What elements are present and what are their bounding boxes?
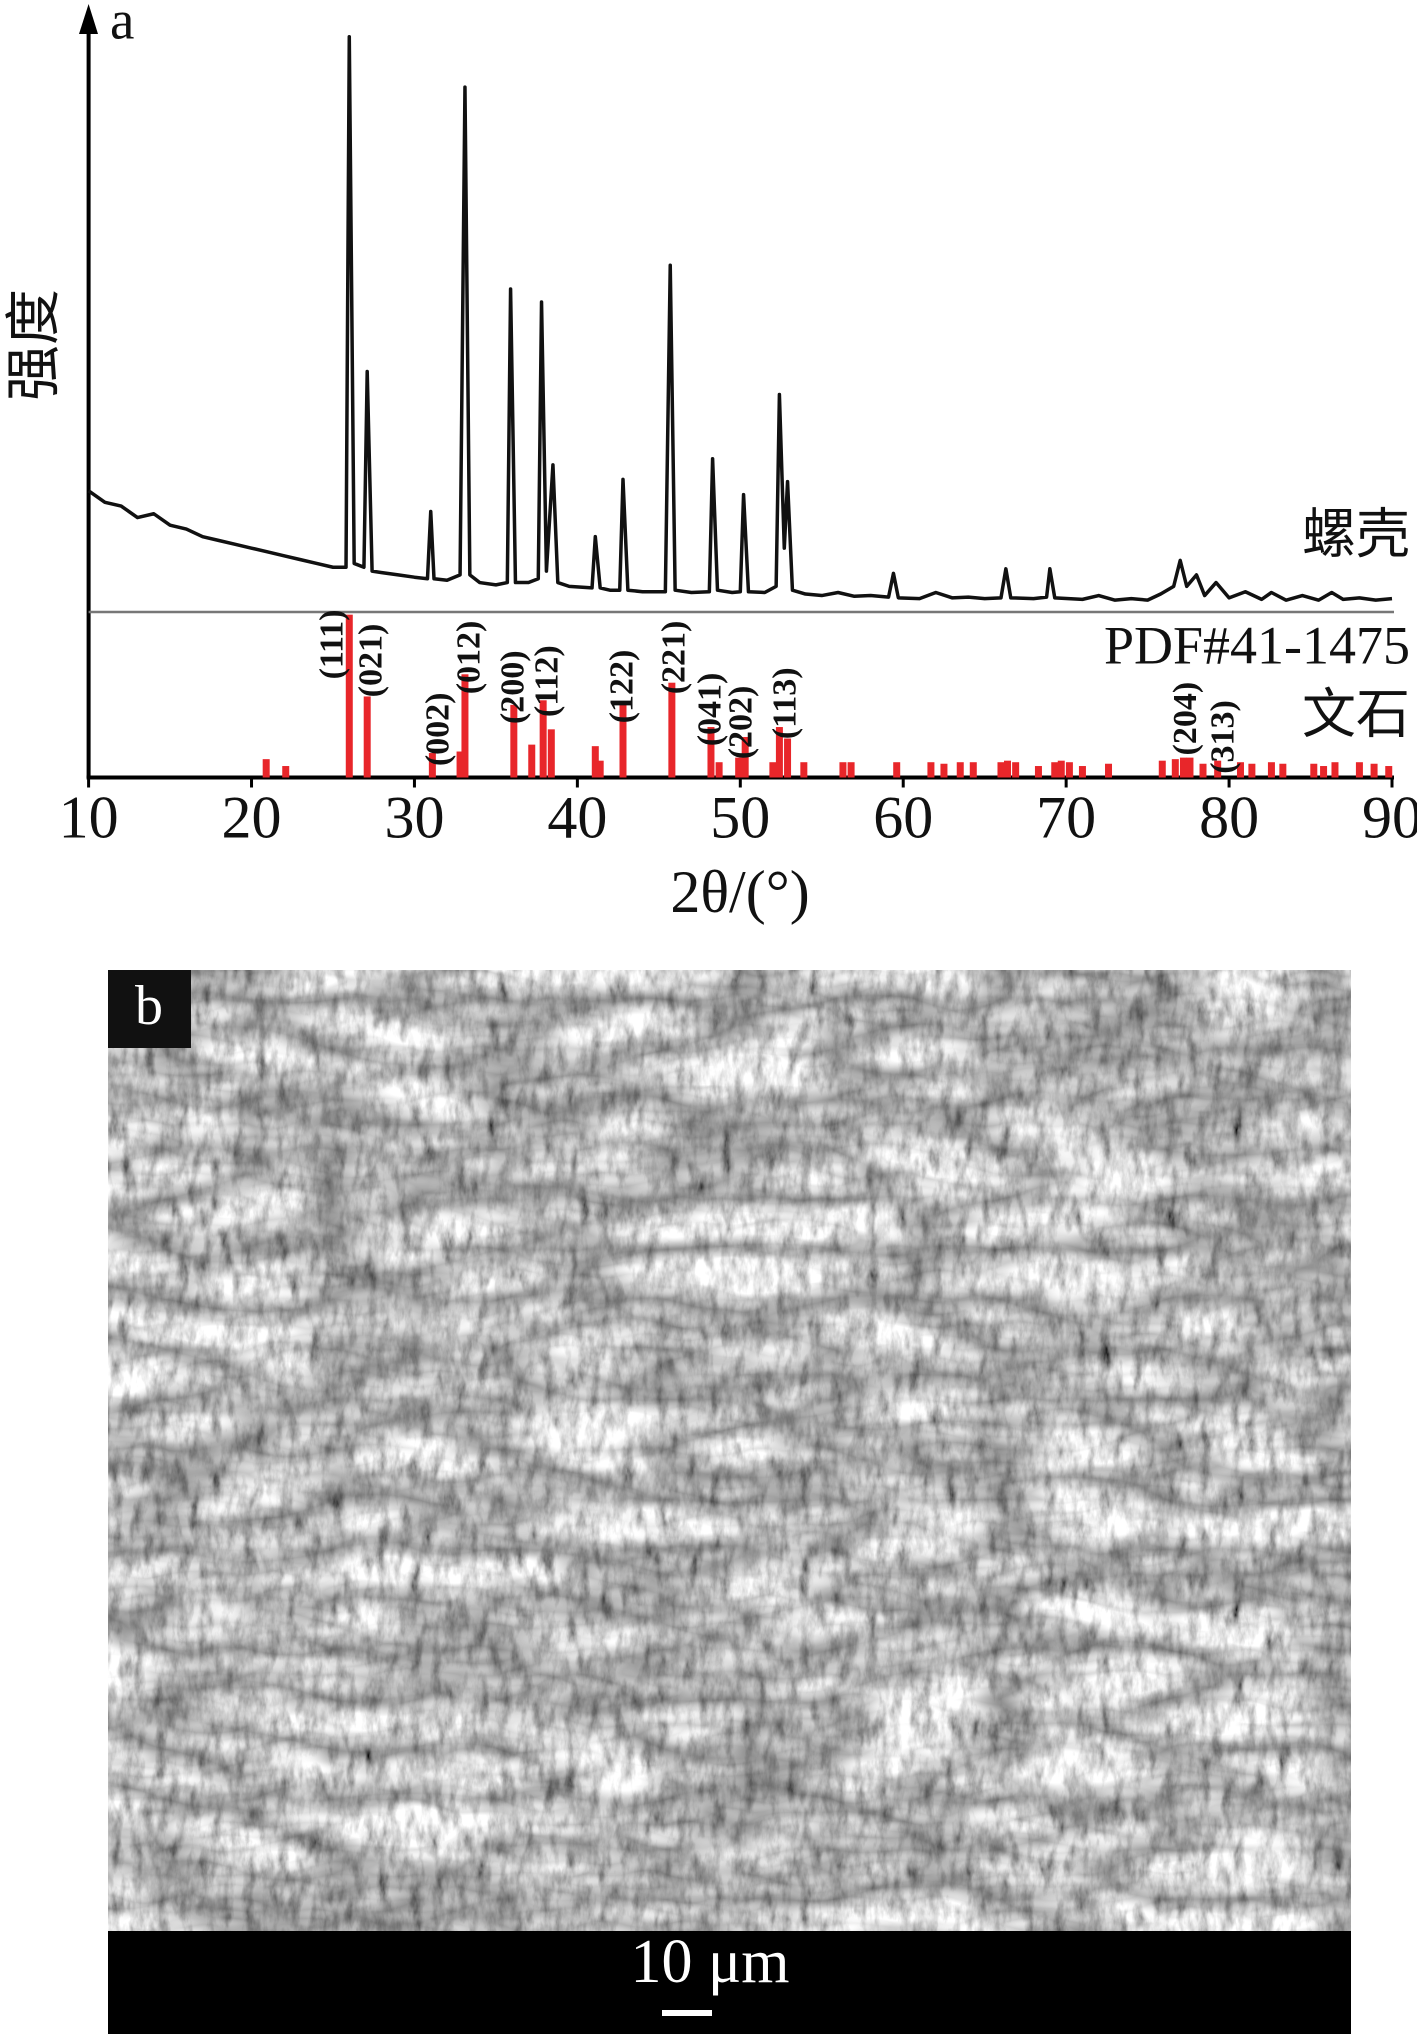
reference-stick — [839, 762, 847, 778]
reference-stick — [1279, 763, 1287, 778]
x-tick-label: 10 — [59, 784, 119, 850]
reference-stick — [1034, 766, 1042, 778]
x-tick-label: 90 — [1362, 784, 1417, 850]
panel-label: a — [110, 0, 134, 51]
x-axis-title: 2θ/(°) — [670, 859, 809, 925]
hkl-label: (112) — [528, 645, 565, 717]
reference-stick — [1057, 760, 1065, 778]
hkl-label: (202) — [722, 686, 759, 760]
reference-stick — [282, 766, 290, 778]
panel-b: b 10 μm — [108, 970, 1351, 2034]
reference-stick — [769, 762, 777, 778]
x-tick-label: 60 — [873, 784, 933, 850]
reference-stick — [1012, 762, 1020, 778]
reference-stick — [847, 762, 855, 778]
reference-stick — [619, 704, 627, 778]
x-tick-label: 70 — [1036, 784, 1096, 850]
hkl-label: (012) — [450, 621, 487, 695]
reference-stick — [1186, 757, 1194, 778]
reference-stick — [1267, 762, 1275, 778]
reference-stick — [1199, 763, 1207, 778]
panel-label-box — [108, 970, 191, 1048]
reference-stick — [997, 762, 1005, 778]
x-tick-label: 40 — [547, 784, 607, 850]
scale-bar-label: 10 μm — [631, 1928, 790, 1996]
reference-stick — [456, 751, 464, 778]
reference-stick — [1236, 762, 1244, 778]
reference-stick — [539, 700, 547, 778]
reference-stick — [1320, 766, 1328, 778]
y-axis-arrow — [79, 4, 98, 34]
reference-stick — [262, 759, 270, 778]
series-label: 螺壳 — [1302, 504, 1410, 564]
reference-stick — [707, 727, 715, 778]
reference-stick — [1051, 762, 1059, 778]
reference-stick — [1331, 762, 1339, 778]
reference-stick — [1171, 759, 1179, 778]
reference-stick — [800, 762, 808, 778]
reference-stick — [668, 682, 676, 778]
reference-stick — [735, 757, 743, 778]
reference-stick — [547, 729, 555, 778]
reference-stick — [363, 696, 371, 778]
hkl-label: (200) — [494, 650, 531, 724]
reference-stick — [741, 736, 749, 778]
reference-stick — [1385, 766, 1393, 778]
panel-label: b — [135, 975, 163, 1037]
reference-stick — [1214, 760, 1222, 778]
hkl-label: (041) — [691, 673, 728, 747]
panel-a: a 强度 2θ/(°) 10 20 30 40 50 60 70 80 90 螺壳 PDF#41-1… — [4, 0, 1417, 925]
reference-stick — [1078, 766, 1086, 778]
scale-band — [108, 1931, 1351, 2034]
x-tick-label: 20 — [222, 784, 282, 850]
hkl-label: (021) — [353, 624, 390, 698]
reference-stick — [1355, 762, 1363, 778]
reference-stick — [1158, 760, 1166, 778]
reference-stick — [1179, 757, 1187, 778]
hkl-label: (313) — [1205, 700, 1242, 774]
series-label: 文石 — [1302, 684, 1410, 744]
reference-stick — [1248, 763, 1256, 778]
sem-cracks — [108, 970, 1351, 1934]
reference-stick — [927, 762, 935, 778]
reference-stick — [591, 746, 599, 778]
hkl-label: (221) — [656, 621, 693, 695]
reference-stick — [893, 762, 901, 778]
x-tick-label: 30 — [384, 784, 444, 850]
reference-stick — [715, 762, 723, 778]
reference-stick — [969, 762, 977, 778]
hkl-label: (113) — [766, 667, 803, 739]
reference-stick — [510, 704, 518, 778]
x-tick-label: 80 — [1199, 784, 1259, 850]
y-axis-title: 强度 — [4, 289, 66, 401]
reference-stick — [784, 738, 792, 778]
reference-stick — [956, 762, 964, 778]
reference-stick — [940, 763, 948, 778]
reference-stick — [1370, 763, 1378, 778]
reference-stick — [1065, 762, 1073, 778]
reference-stick — [428, 753, 436, 778]
hkl-label: (122) — [603, 650, 640, 724]
hkl-label: (204) — [1167, 682, 1204, 756]
reference-stick — [596, 760, 604, 778]
reference-stick — [775, 727, 783, 778]
reference-stick — [345, 614, 353, 778]
x-tick-label: 50 — [710, 784, 770, 850]
xrd-line — [87, 34, 1393, 602]
reference-stick — [1105, 763, 1113, 778]
reference-stick — [1310, 763, 1318, 778]
reference-stick — [1003, 760, 1011, 778]
series-label: PDF#41-1475 — [1104, 615, 1410, 675]
reference-stick — [528, 744, 536, 778]
hkl-label: (002) — [419, 693, 456, 767]
reference-stick — [461, 674, 469, 778]
hkl-label: (111) — [313, 610, 350, 680]
